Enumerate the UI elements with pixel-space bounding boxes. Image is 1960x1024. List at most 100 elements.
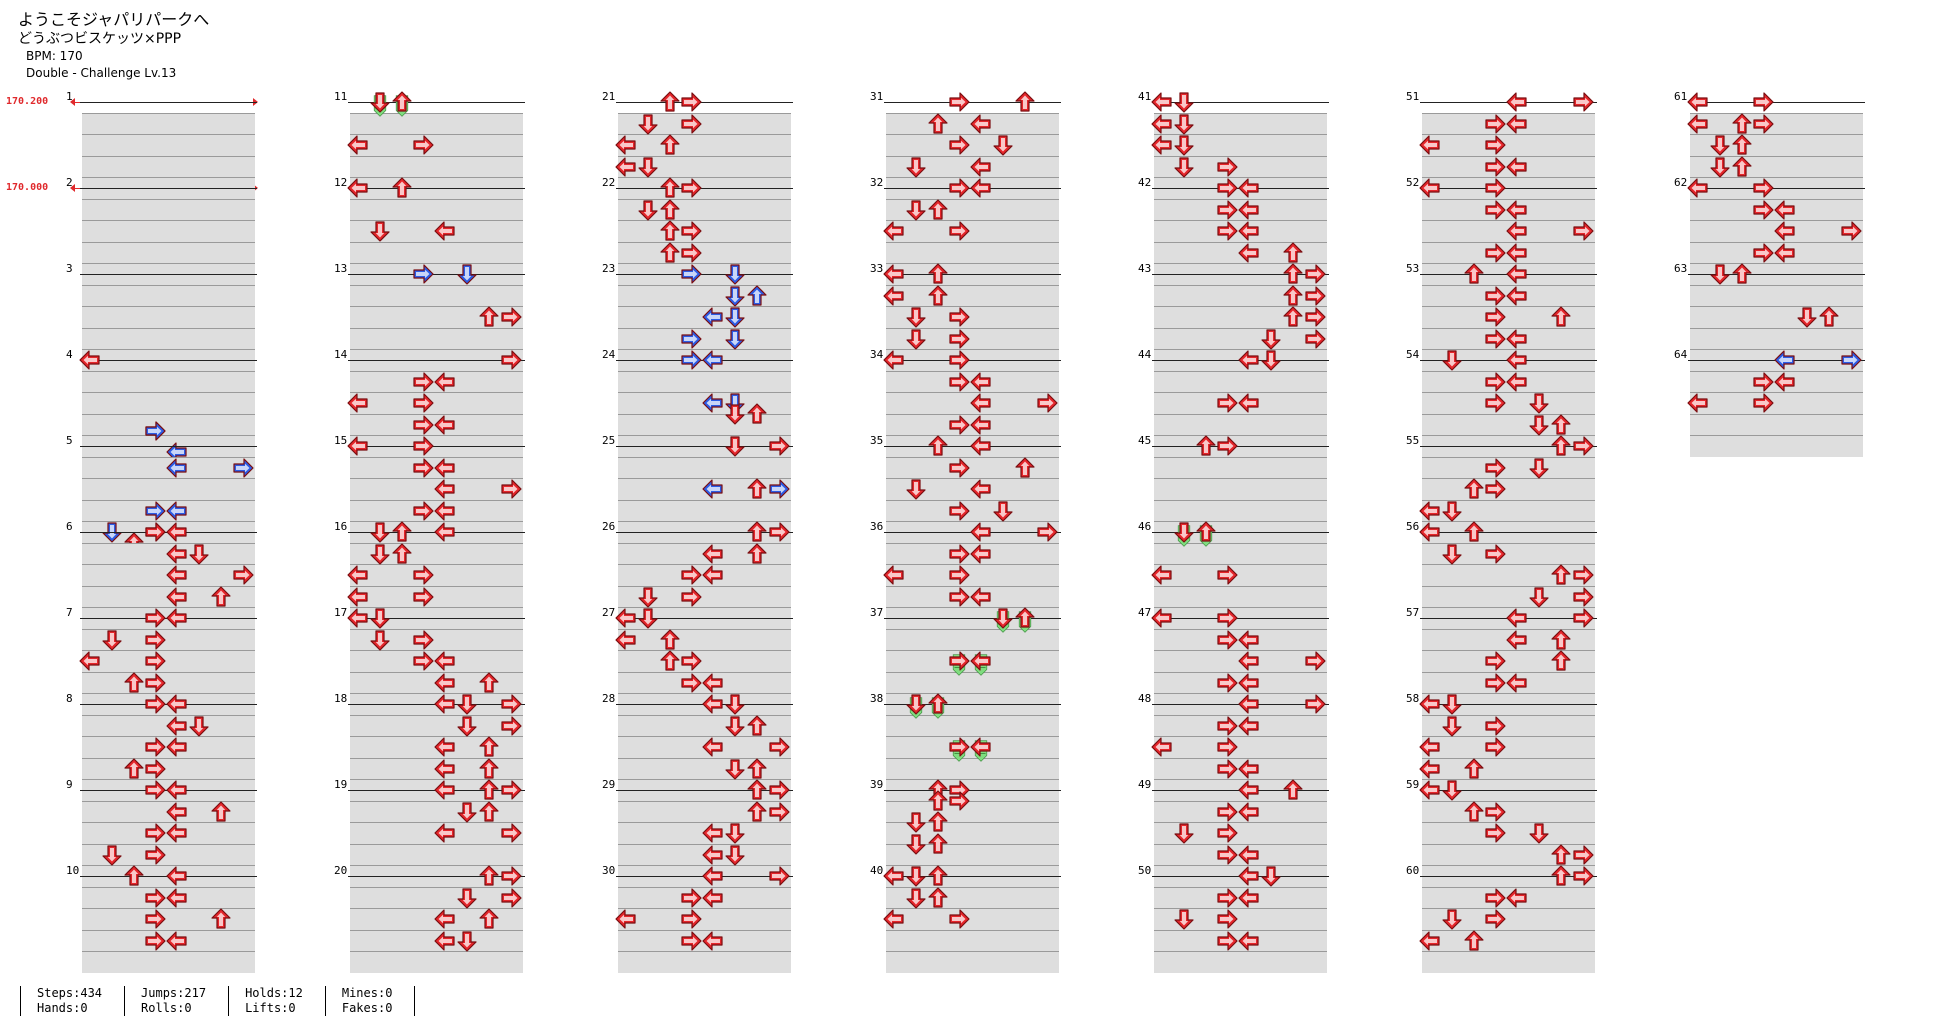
song-title: ようこそジャパリパークへ [18,10,210,29]
beat-band [1154,499,1327,522]
arrow-right-icon [768,779,790,801]
arrow-left-icon [702,865,724,887]
arrow-up-icon [659,220,681,242]
arrow-right-icon [1484,177,1506,199]
arrow-right-icon [948,371,970,393]
arrow-up-icon [1195,435,1217,457]
arrow-left-icon [1238,199,1260,221]
arrow-left-icon [702,844,724,866]
beat-band [1154,456,1327,479]
arrow-left-icon [1238,865,1260,887]
measure-number: 11 [334,90,348,103]
arrow-left-icon [883,220,905,242]
arrow-left-icon [1419,177,1441,199]
arrow-right-icon [948,91,970,113]
arrow-left-icon [1774,242,1796,264]
arrow-right-icon [1484,285,1506,307]
arrow-left-icon [1506,91,1528,113]
arrow-left-icon [702,887,724,909]
beat-band [1690,435,1863,457]
beat-band [886,908,1059,930]
measure-number: 34 [870,348,884,361]
measure-number: 40 [870,864,884,877]
arrow-right-icon [1840,220,1862,242]
arrow-up-icon [478,800,500,823]
arrow-right-icon [1484,457,1506,479]
arrow-left-icon [166,779,188,801]
arrow-left-icon [1506,629,1528,651]
arrow-right-icon [1216,736,1238,758]
measure-line [348,446,525,447]
arrow-right-icon [1216,199,1238,221]
arrow-left-icon [702,822,724,844]
beat-band [618,650,791,672]
beat-band [1422,585,1595,608]
arrow-right-icon [144,420,166,442]
beat-band [82,370,255,393]
measure-line [348,618,525,619]
beat-band [82,198,255,221]
measure-line [616,790,793,791]
arrow-up-icon [1731,155,1753,178]
arrow-down-icon [724,758,746,780]
arrow-down-icon [1173,113,1195,135]
arrow-right-icon [1572,564,1594,586]
beat-band [350,628,523,651]
arrow-left-icon [970,521,992,543]
measure-number: 55 [1406,434,1420,447]
measure-number: 10 [66,864,80,877]
measure-line [1420,188,1597,189]
measure-line [1152,618,1329,619]
arrow-down-icon [1173,91,1195,113]
arrow-left-icon [1506,328,1528,350]
measure-number: 52 [1406,176,1420,189]
beat-band [886,951,1059,973]
arrow-down-icon [905,156,927,178]
arrow-right-icon [1572,91,1594,113]
measure-number: 32 [870,176,884,189]
measure-number: 18 [334,692,348,705]
arrow-right-icon [768,521,790,543]
arrow-right-icon [144,736,166,758]
arrow-right-icon [1840,349,1862,371]
arrow-down-icon [724,844,746,866]
arrow-right-icon [144,779,166,801]
arrow-up-icon [123,757,145,780]
measure-number: 19 [334,778,348,791]
arrow-up-icon [391,177,413,199]
arrow-up-icon [1463,757,1485,780]
arrow-up-icon [478,865,500,887]
arrow-up-icon [1282,284,1304,307]
measure-number: 62 [1674,176,1688,189]
arrow-left-icon [434,414,456,436]
arrow-left-icon [1238,177,1260,199]
arrow-right-icon [412,371,434,393]
arrow-left-icon [1506,242,1528,264]
arrow-up-icon [391,542,413,565]
arrow-left-icon [1506,607,1528,629]
arrow-up-icon [1282,263,1304,285]
beat-band [886,198,1059,221]
measure-number: 43 [1138,262,1152,275]
arrow-left-icon [883,349,905,371]
measure-number: 4 [66,348,73,361]
beat-band [886,671,1059,694]
arrow-left-icon [166,693,188,715]
measure-number: 6 [66,520,73,533]
arrow-right-icon [948,650,970,672]
arrow-right-icon [680,113,702,135]
arrow-down-icon [1528,414,1550,436]
arrow-left-icon [1506,887,1528,909]
beat-band [1154,370,1327,393]
arrow-left-icon [1151,134,1173,156]
arrow-left-icon [166,801,188,823]
arrow-right-icon [680,586,702,608]
beat-band [1154,327,1327,350]
measure-number: 58 [1406,692,1420,705]
arrow-down-icon [724,285,746,307]
arrow-left-icon [1238,801,1260,823]
arrow-up-icon [391,91,413,113]
arrow-right-icon [768,865,790,887]
arrow-left-icon [1774,349,1796,371]
arrow-down-icon [1709,263,1731,285]
